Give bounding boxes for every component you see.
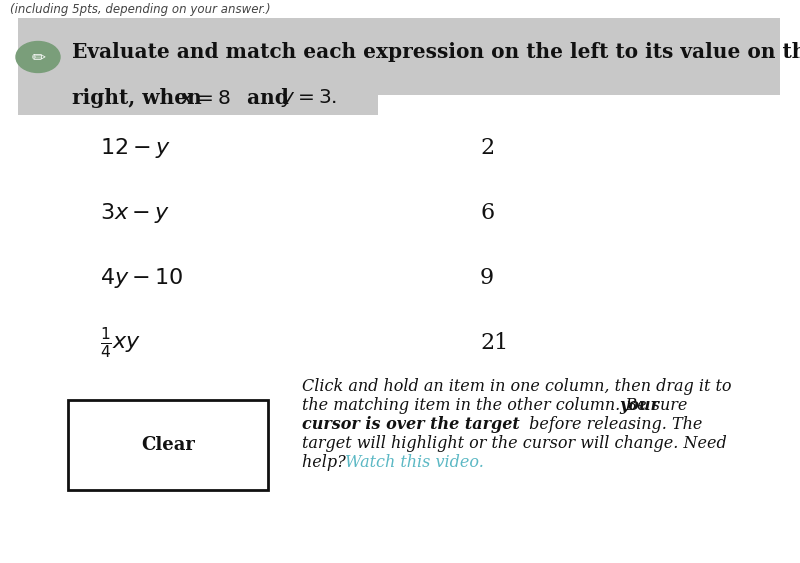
- Text: Click and hold an item in one column, then drag it to: Click and hold an item in one column, th…: [302, 378, 731, 395]
- Text: and: and: [240, 88, 296, 108]
- Text: right, when: right, when: [72, 88, 209, 108]
- Text: 6: 6: [480, 202, 494, 224]
- Text: Clear: Clear: [141, 436, 195, 454]
- Text: $4y - 10$: $4y - 10$: [100, 266, 183, 290]
- Text: your: your: [619, 397, 659, 414]
- Text: $12 - y$: $12 - y$: [100, 136, 171, 160]
- Text: help?: help?: [302, 454, 351, 471]
- Text: 2: 2: [480, 137, 494, 159]
- FancyBboxPatch shape: [68, 400, 268, 490]
- FancyBboxPatch shape: [18, 95, 378, 115]
- Text: Evaluate and match each expression on the left to its value on the: Evaluate and match each expression on th…: [72, 42, 800, 62]
- Text: 21: 21: [480, 332, 508, 354]
- Text: $\frac{1}{4}xy$: $\frac{1}{4}xy$: [100, 325, 142, 360]
- Text: $x = 8$: $x = 8$: [180, 88, 230, 108]
- Text: target will highlight or the cursor will change. Need: target will highlight or the cursor will…: [302, 435, 726, 452]
- Circle shape: [16, 42, 60, 73]
- Text: ✏: ✏: [31, 48, 45, 66]
- Text: Watch this video.: Watch this video.: [345, 454, 484, 471]
- Text: the matching item in the other column. Be sure: the matching item in the other column. B…: [302, 397, 693, 414]
- FancyBboxPatch shape: [18, 18, 780, 95]
- Text: before releasing. The: before releasing. The: [524, 416, 702, 433]
- Text: $y = 3.$: $y = 3.$: [281, 87, 337, 109]
- Text: cursor is over the target: cursor is over the target: [302, 416, 520, 433]
- Text: 9: 9: [480, 267, 494, 289]
- Text: $3x - y$: $3x - y$: [100, 201, 170, 225]
- Text: (including 5pts, depending on your answer.): (including 5pts, depending on your answe…: [10, 3, 270, 16]
